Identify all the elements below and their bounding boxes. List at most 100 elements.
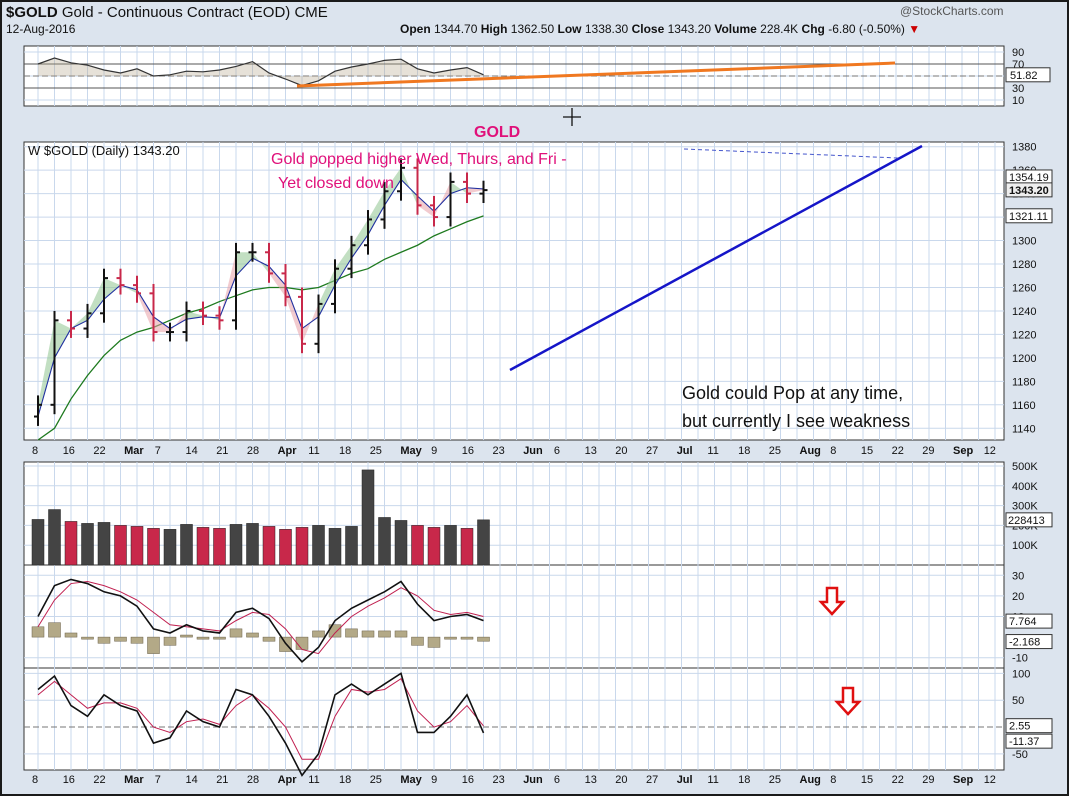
macd-value-label: 7.764 — [1009, 616, 1037, 628]
title-text: Gold - Continuous Contract (EOD) — [61, 4, 291, 21]
gold-annotation: GOLD — [474, 124, 520, 141]
volume-bar — [48, 509, 61, 566]
volume-bar — [147, 528, 160, 566]
y-tick-label: 1160 — [1012, 400, 1036, 412]
rsi-area — [38, 58, 484, 86]
x-tick-bottom: Sep — [953, 774, 973, 786]
macd-histogram-bar — [427, 636, 441, 648]
ma-cloud — [401, 167, 418, 206]
x-tick-bottom: 29 — [922, 774, 934, 786]
volume-bar — [31, 519, 45, 566]
x-tick-bottom: 12 — [984, 774, 996, 786]
volume-bar — [361, 469, 375, 566]
ma-cloud — [153, 316, 170, 333]
rsi-value-box — [1005, 67, 1051, 83]
x-tick-bottom: 7 — [155, 774, 161, 786]
symbol: $GOLD — [6, 4, 58, 21]
low-value: 1338.30 — [584, 22, 629, 36]
volume-bar — [460, 528, 474, 566]
x-tick-bottom: Jun — [523, 774, 543, 786]
x-tick-bottom: 23 — [493, 774, 505, 786]
volume-bar — [81, 523, 94, 566]
price-value-label: 1321.11 — [1009, 211, 1048, 223]
ma-cloud — [71, 313, 88, 329]
x-tick-top: 11 — [707, 445, 718, 457]
ma-cloud — [236, 252, 253, 276]
y-tick-label: 100 — [1012, 668, 1030, 680]
panel-price — [23, 141, 1005, 441]
volume-bar — [180, 524, 193, 566]
ma-cloud — [252, 252, 269, 274]
macd-down-arrow-icon — [818, 586, 846, 616]
x-tick-bottom: 22 — [93, 774, 105, 786]
x-tick-top: May — [400, 445, 422, 457]
x-tick-bottom: 21 — [216, 774, 228, 786]
ma-long-line — [37, 215, 484, 441]
ma-short-line — [37, 178, 484, 417]
x-tick-top: 6 — [554, 445, 560, 457]
stoch-value-label: -11.37 — [1009, 736, 1039, 748]
ma-cloud — [104, 278, 121, 300]
y-tick-label: 90 — [1012, 47, 1024, 59]
x-tick-bottom: 6 — [554, 774, 560, 786]
x-tick-bottom: 28 — [247, 774, 259, 786]
x-tick-top: 25 — [370, 445, 382, 457]
x-tick-top: Sep — [953, 445, 973, 457]
macd-histogram-bar — [477, 636, 490, 642]
ma-cloud — [335, 245, 352, 286]
rsi-trendline — [296, 61, 896, 88]
watermark: @StockCharts.com — [900, 4, 1004, 18]
x-tick-bottom: 15 — [861, 774, 873, 786]
y-tick-label: 100K — [1012, 540, 1038, 552]
x-tick-top: 22 — [892, 445, 904, 457]
stoch-k-line — [37, 672, 485, 777]
x-tick-top: Apr — [278, 445, 298, 457]
ma-cloud — [417, 195, 434, 218]
macd-histogram-bar — [246, 632, 259, 638]
high-label: High — [480, 22, 508, 36]
volume-bar — [262, 526, 276, 566]
x-tick-bottom: 27 — [646, 774, 658, 786]
y-tick-label: 10 — [1012, 95, 1024, 107]
x-tick-bottom: 25 — [370, 774, 382, 786]
volume-bar — [345, 526, 358, 566]
x-tick-bottom: Mar — [124, 774, 144, 786]
volume-bar — [97, 522, 111, 566]
y-tick-label: 1180 — [1012, 376, 1036, 388]
macd-value-box — [1005, 613, 1053, 629]
macd-histogram-bar — [394, 630, 408, 638]
macd-histogram-bar — [147, 636, 160, 654]
resistance-line — [683, 148, 899, 159]
volume-bar — [477, 519, 490, 566]
closed-down-annotation: Yet closed down — [278, 175, 394, 192]
ma-cloud — [318, 268, 335, 317]
y-tick-label: 1220 — [1012, 329, 1036, 341]
x-tick-top: 15 — [861, 445, 873, 457]
x-tick-bottom: 18 — [339, 774, 351, 786]
close-value: 1343.20 — [667, 22, 711, 36]
y-tick-label: 20 — [1012, 591, 1024, 603]
y-tick-label: -10 — [1012, 653, 1028, 665]
volume-bar — [279, 529, 292, 566]
volume-bar — [378, 517, 391, 566]
close-label: Close — [631, 22, 665, 36]
ma-cloud — [434, 181, 451, 218]
y-tick-label: 30 — [1012, 570, 1024, 582]
stoch-value-box — [1005, 733, 1053, 749]
volume-bar — [163, 529, 177, 566]
x-tick-bottom: 14 — [186, 774, 198, 786]
pop-line-2: but currently I see weakness — [682, 411, 910, 431]
high-value: 1362.50 — [510, 22, 555, 36]
x-tick-top: 14 — [186, 445, 198, 457]
x-tick-bottom: 11 — [707, 774, 718, 786]
y-tick-label: 1140 — [1012, 423, 1036, 435]
x-tick-bottom: 13 — [585, 774, 597, 786]
low-label: Low — [557, 22, 582, 36]
macd-histogram-bar — [229, 628, 243, 638]
x-tick-bottom: 25 — [769, 774, 781, 786]
volume-bar — [312, 525, 325, 566]
y-tick-label: -50 — [1012, 749, 1028, 761]
ma-cloud — [351, 219, 368, 259]
macd-histogram-bar — [361, 630, 375, 638]
pop-line-1: Gold could Pop at any time, — [682, 383, 903, 403]
